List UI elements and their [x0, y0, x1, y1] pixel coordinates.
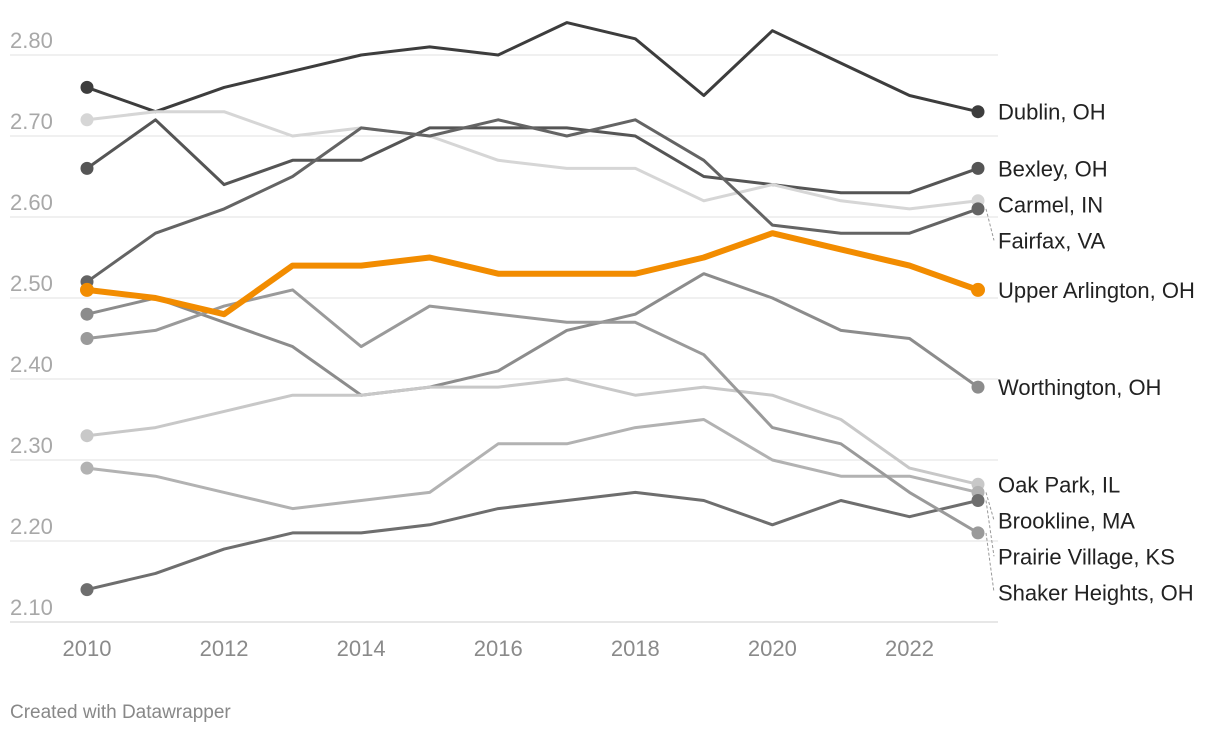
- series-label: Upper Arlington, OH: [998, 278, 1195, 303]
- series-start-point: [80, 332, 94, 345]
- credit-text: Created with Datawrapper: [10, 702, 231, 723]
- x-tick-label: 2018: [611, 636, 660, 661]
- series-label: Prairie Village, KS: [998, 544, 1175, 569]
- series-line: [85, 118, 980, 195]
- x-axis-ticks: 2010 2012 2014 2016 2018 2020 2022: [63, 636, 934, 661]
- y-tick-label: 2.20: [10, 514, 53, 539]
- series-lines: [84, 21, 981, 592]
- series-line: [85, 272, 980, 397]
- label-leader-line: [985, 532, 995, 593]
- series-start-point: [80, 282, 94, 297]
- series-label: Dublin, OH: [998, 100, 1106, 125]
- y-tick-label: 2.70: [10, 109, 53, 134]
- x-tick-label: 2016: [474, 636, 523, 661]
- series-start-point: [80, 80, 94, 94]
- label-leaders: [985, 208, 995, 593]
- series-start-point: [80, 429, 94, 443]
- series-end-point: [971, 105, 985, 119]
- series-end-point: [971, 526, 985, 540]
- series-label: Fairfax, VA: [998, 228, 1106, 253]
- label-leader-line: [985, 500, 995, 557]
- x-tick-label: 2012: [200, 636, 249, 661]
- y-tick-label: 2.50: [10, 271, 53, 296]
- series-start-point: [80, 161, 94, 175]
- series-line: [84, 230, 981, 318]
- series-line: [85, 377, 980, 486]
- series-end-point: [971, 282, 985, 297]
- series-start-point: [80, 113, 94, 127]
- y-axis-ticks: 2.80 2.70 2.60 2.50 2.40 2.30 2.20 2.10: [10, 28, 53, 620]
- series-line: [85, 110, 980, 211]
- series-end-point: [971, 494, 985, 507]
- series-line: [85, 21, 980, 114]
- y-tick-label: 2.30: [10, 433, 53, 458]
- series-label: Shaker Heights, OH: [998, 580, 1194, 605]
- series-labels: Dublin, OH Bexley, OH Carmel, IN Fairfax, V…: [998, 100, 1195, 606]
- y-tick-label: 2.60: [10, 190, 53, 215]
- x-tick-label: 2010: [63, 636, 112, 661]
- series-start-point: [80, 307, 94, 321]
- gridlines: [10, 54, 998, 623]
- series-label: Oak Park, IL: [998, 472, 1120, 497]
- series-end-point: [971, 380, 985, 394]
- x-tick-label: 2014: [337, 636, 386, 661]
- y-tick-label: 2.10: [10, 595, 53, 620]
- y-tick-label: 2.80: [10, 28, 53, 53]
- series-end-point: [971, 202, 985, 216]
- x-tick-label: 2020: [748, 636, 797, 661]
- series-line: [85, 490, 980, 592]
- x-tick-label: 2022: [885, 636, 934, 661]
- y-tick-label: 2.40: [10, 352, 53, 377]
- series-endpoints: [80, 80, 985, 597]
- series-label: Carmel, IN: [998, 192, 1103, 217]
- series-start-point: [80, 583, 94, 597]
- series-line: [85, 418, 980, 511]
- series-label: Brookline, MA: [998, 508, 1135, 533]
- series-start-point: [80, 461, 94, 475]
- series-line: [85, 118, 980, 284]
- series-end-point: [971, 161, 985, 175]
- series-label: Bexley, OH: [998, 156, 1108, 181]
- label-leader-line: [985, 208, 995, 241]
- series-label: Worthington, OH: [998, 375, 1161, 400]
